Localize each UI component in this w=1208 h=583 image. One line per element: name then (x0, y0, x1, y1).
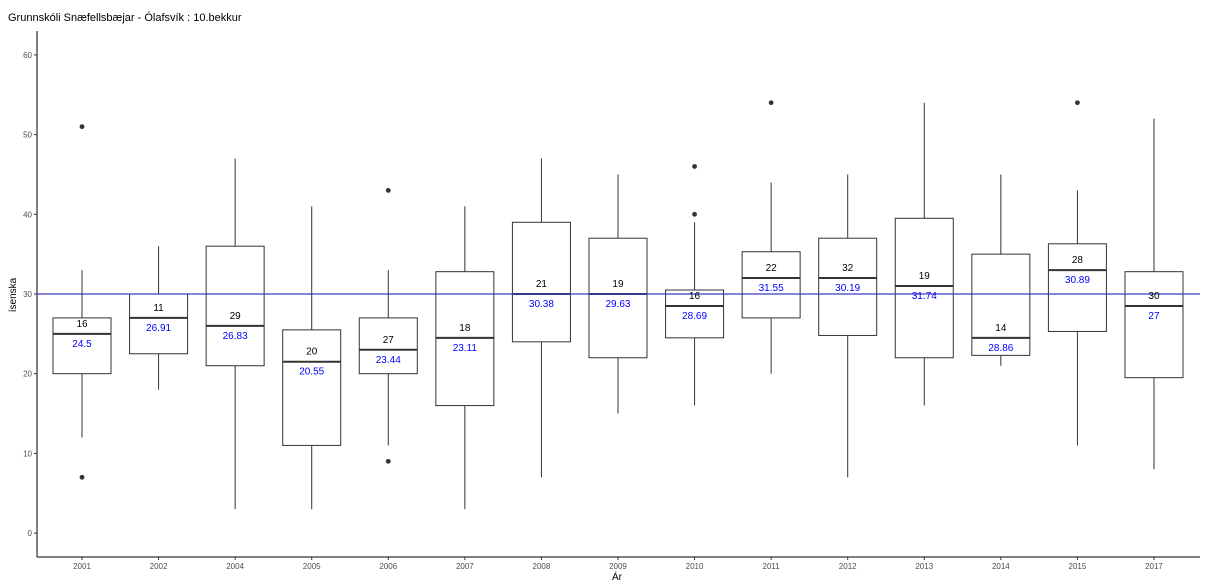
mean-label: 28.69 (682, 311, 707, 322)
outlier-point (385, 458, 391, 464)
x-tick-label: 2002 (150, 562, 168, 571)
y-tick-label: 30 (23, 290, 32, 299)
mean-label: 20.55 (299, 367, 324, 378)
plot-area: 0 10 20 30 40 50 60 2001 2002 2004 2005 2006 2007 200… (23, 31, 1200, 571)
y-tick-label: 40 (23, 210, 32, 219)
x-axis-title: Ár (612, 570, 623, 583)
mean-label: 26.91 (146, 323, 171, 334)
count-label: 32 (842, 263, 854, 274)
mean-label: 23.44 (376, 355, 401, 366)
x-tick-label: 2013 (915, 562, 933, 571)
count-label: 20 (306, 347, 318, 358)
y-tick-label: 60 (23, 51, 32, 60)
x-tick-label: 2006 (379, 562, 397, 571)
x-tick-label: 2014 (992, 562, 1010, 571)
outlier-point (79, 124, 85, 130)
box-2012 (818, 237, 878, 336)
y-tick-label: 10 (23, 449, 32, 458)
x-tick-label: 2007 (456, 562, 474, 571)
count-label: 22 (766, 263, 778, 274)
outlier-point (692, 164, 697, 169)
count-label: 16 (689, 291, 701, 302)
box-2009 (588, 237, 648, 359)
box-2015 (1047, 243, 1107, 332)
box-2002 (129, 293, 189, 355)
chart-title: Grunnskóli Snæfellsbæjar - Ólafsvík : 10… (8, 11, 242, 24)
count-label: 27 (383, 335, 395, 346)
box-2004 (205, 245, 265, 367)
mean-label: 27 (1148, 311, 1160, 322)
count-label: 19 (919, 271, 931, 282)
mean-label: 29.63 (605, 299, 630, 310)
outlier-point (79, 474, 85, 480)
count-label: 30 (1148, 291, 1160, 302)
count-label: 21 (536, 279, 548, 290)
count-label: 28 (1072, 255, 1084, 266)
x-tick-label: 2010 (686, 562, 704, 571)
x-tick-label: 2005 (303, 562, 321, 571)
y-tick-label: 50 (23, 131, 32, 140)
y-tick-label: 0 (28, 529, 33, 538)
x-tick-label: 2012 (839, 562, 857, 571)
box-2014 (971, 253, 1031, 356)
box-2005 (282, 329, 342, 446)
y-axis-title: ísenska (8, 277, 19, 312)
outlier-point (692, 211, 697, 217)
outlier-point (768, 100, 774, 106)
y-tick-label: 20 (23, 370, 32, 379)
count-label: 14 (995, 323, 1007, 334)
x-tick-label: 2011 (763, 562, 781, 571)
x-tick-label: 2015 (1069, 562, 1087, 571)
box-2013 (894, 217, 954, 359)
mean-label: 26.83 (223, 331, 248, 342)
mean-label: 30.89 (1065, 275, 1090, 286)
x-tick-label: 2004 (226, 562, 244, 571)
outlier-point (385, 187, 391, 193)
count-label: 11 (153, 303, 164, 314)
box-2001 (52, 317, 112, 375)
x-tick-label: 2017 (1145, 562, 1163, 571)
outlier-point (1075, 100, 1080, 106)
mean-label: 31.55 (759, 283, 784, 294)
count-label: 16 (76, 319, 88, 330)
mean-label: 31.74 (912, 291, 937, 302)
box-2017 (1124, 271, 1184, 379)
mean-label: 30.38 (529, 299, 554, 310)
x-tick-label: 2009 (609, 562, 627, 571)
box-2011 (741, 251, 801, 319)
x-tick-label: 2008 (533, 562, 551, 571)
count-label: 19 (612, 279, 624, 290)
mean-label: 23.11 (453, 343, 478, 354)
mean-label: 24.5 (72, 339, 92, 350)
mean-label: 30.19 (835, 283, 860, 294)
box-2006 (358, 317, 418, 375)
mean-label: 28.86 (988, 343, 1013, 354)
box-2008 (511, 221, 571, 343)
box-2010 (665, 289, 725, 339)
x-tick-label: 2001 (73, 562, 91, 571)
count-label: 18 (459, 323, 471, 334)
count-label: 29 (230, 311, 242, 322)
